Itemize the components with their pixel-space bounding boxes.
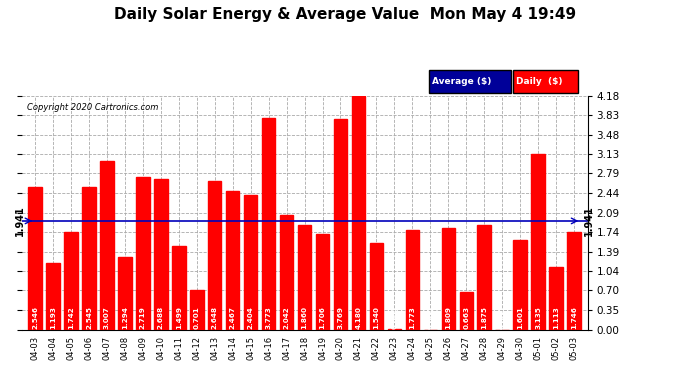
Text: 1.601: 1.601: [517, 306, 523, 328]
Bar: [531, 154, 545, 330]
Text: 1.706: 1.706: [319, 306, 326, 328]
Bar: [280, 215, 293, 330]
Text: 0.701: 0.701: [194, 306, 200, 328]
Bar: [118, 257, 132, 330]
Text: 1.193: 1.193: [50, 306, 56, 328]
Text: 2.688: 2.688: [158, 305, 164, 328]
Text: Average ($): Average ($): [432, 77, 491, 86]
Text: Daily  ($): Daily ($): [515, 77, 562, 86]
Bar: [262, 118, 275, 330]
Bar: [442, 228, 455, 330]
Bar: [370, 243, 383, 330]
Bar: [28, 187, 42, 330]
Text: 1.941: 1.941: [584, 206, 594, 236]
Bar: [406, 230, 419, 330]
Bar: [172, 246, 186, 330]
Text: 1.773: 1.773: [409, 306, 415, 328]
Bar: [316, 234, 329, 330]
Text: 4.180: 4.180: [355, 306, 362, 328]
Bar: [477, 225, 491, 330]
Text: 2.648: 2.648: [212, 306, 218, 328]
Text: 1.875: 1.875: [481, 306, 487, 328]
Text: 1.540: 1.540: [373, 306, 380, 328]
Bar: [64, 232, 78, 330]
Text: 1.809: 1.809: [445, 306, 451, 328]
Bar: [136, 177, 150, 330]
FancyBboxPatch shape: [513, 70, 578, 93]
Text: 0.663: 0.663: [463, 306, 469, 328]
Text: 2.545: 2.545: [86, 306, 92, 328]
Text: 1.499: 1.499: [176, 306, 181, 328]
Text: 1.742: 1.742: [68, 306, 74, 328]
Bar: [388, 328, 401, 330]
Bar: [82, 187, 96, 330]
FancyBboxPatch shape: [429, 70, 511, 93]
Text: 3.007: 3.007: [104, 306, 110, 328]
Bar: [244, 195, 257, 330]
Bar: [298, 225, 311, 330]
Bar: [100, 161, 114, 330]
Text: 0.000: 0.000: [427, 306, 433, 328]
Text: 3.769: 3.769: [337, 306, 344, 328]
Text: 1.746: 1.746: [571, 306, 577, 328]
Bar: [549, 267, 563, 330]
Text: 0.020: 0.020: [391, 306, 397, 328]
Bar: [460, 292, 473, 330]
Text: 1.941: 1.941: [15, 206, 26, 236]
Text: 3.135: 3.135: [535, 306, 541, 328]
Bar: [513, 240, 527, 330]
Bar: [567, 232, 581, 330]
Text: 1.860: 1.860: [302, 306, 308, 328]
Bar: [154, 179, 168, 330]
Bar: [190, 290, 204, 330]
Text: 2.467: 2.467: [230, 306, 236, 328]
Bar: [208, 182, 221, 330]
Text: Copyright 2020 Cartronics.com: Copyright 2020 Cartronics.com: [28, 102, 159, 111]
Bar: [46, 263, 60, 330]
Text: 2.719: 2.719: [140, 306, 146, 328]
Text: 2.546: 2.546: [32, 306, 38, 328]
Text: 0.000: 0.000: [499, 306, 505, 328]
Text: 1.113: 1.113: [553, 306, 559, 328]
Text: 2.042: 2.042: [284, 306, 290, 328]
Bar: [334, 118, 347, 330]
Text: 1.294: 1.294: [122, 306, 128, 328]
Text: Daily Solar Energy & Average Value  Mon May 4 19:49: Daily Solar Energy & Average Value Mon M…: [114, 8, 576, 22]
Text: 3.773: 3.773: [266, 306, 272, 328]
Bar: [226, 192, 239, 330]
Text: 2.404: 2.404: [248, 306, 254, 328]
Bar: [352, 96, 365, 330]
